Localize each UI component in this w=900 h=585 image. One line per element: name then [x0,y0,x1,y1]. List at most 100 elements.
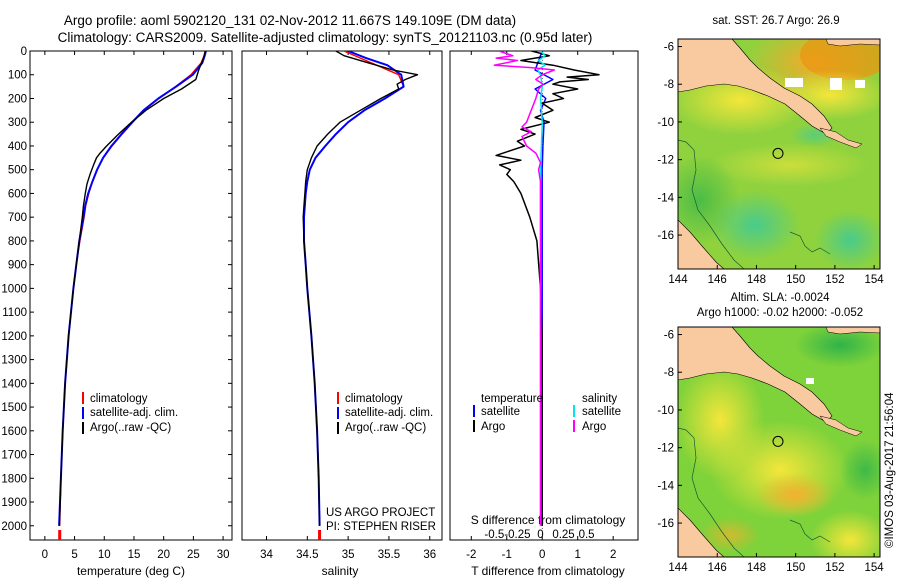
difference-xtick-label: -2 [466,549,476,561]
map-lon-label: 144 [668,274,688,286]
salinity-lines [302,51,419,540]
sla-yellow-patch [810,510,880,557]
temperature-xtick-label: 0 [42,549,48,561]
sla-missing-data [806,378,814,384]
map-lon-label: 152 [825,274,844,286]
map-lat-label: -14 [657,480,674,492]
map-lon-label: 146 [708,562,727,574]
land-islands [819,415,863,437]
temperature-xtick-label: 10 [98,549,111,561]
argo-location-marker [772,147,784,159]
temperature-xticks: 0 5 10 15 20 25 30 [42,51,229,561]
sla-map-title: Altim. SLA: -0.0024 [730,292,830,304]
legend-argo-label: Argo(..raw -QC) [345,422,426,434]
salinity-xtick-label: 36 [423,549,436,561]
difference-top-xtick-label: 0 [537,529,543,541]
difference-panel: -2 -1 0 1 2 T difference from climatology S … [449,50,639,578]
temperature-xtick-label: 15 [128,549,141,561]
difference-xtick-label: 0 [539,549,545,561]
map-lon-label: 148 [747,562,766,574]
difference-top-xtick-label: -0.25 [504,529,530,541]
map-lat-label: -12 [657,155,674,167]
depth-tick-label: 1800 [1,473,27,485]
sst-missing-data [785,78,803,87]
land-islands [825,39,880,47]
salinity-legend: climatology satellite-adj. clim. Argo(..… [337,392,433,434]
temperature-series-argo-raw-qc- [58,51,206,526]
map-lon-label: 154 [865,562,885,574]
map-lon-label: 144 [668,562,688,574]
depth-tick-label: 1700 [1,450,27,462]
difference-series-salinity-argo [493,51,556,526]
land-islands [819,127,863,149]
depth-tick-label: 1000 [1,283,27,295]
difference-top-xlabel: S difference from climatology [471,513,626,527]
land-australia [678,219,725,269]
depth-tick-label: 900 [8,260,27,272]
imos-credit: ©IMOS 03-Aug-2017 21:56:04 [884,392,896,548]
sst-map: sat. SST: 26.7 Argo: 26.9 144 146 148 150 15 [657,15,884,286]
sla-map-subtitle: Argo h1000: -0.02 h2000: -0.052 [697,307,863,319]
header-title: Argo profile: aoml 5902120_131 02-Nov-20… [64,13,516,28]
salinity-xtick-label: 35.5 [378,549,400,561]
map-lat-label: -6 [664,42,674,54]
depth-tick-label: 0 [21,46,27,58]
sla-map-frame [677,326,881,558]
depth-tick-label: 800 [8,236,27,248]
reef-contour [678,139,745,269]
reef-contour [678,427,745,557]
legend-satellite-label: satellite-adj. clim. [345,407,433,419]
salinity-xticks: 34 34.5 35 35.5 36 [260,51,436,561]
map-lon-label: 150 [786,274,805,286]
map-lat-label: -16 [657,230,674,242]
map-lon-label: 148 [747,274,766,286]
depth-tick-label: 1600 [1,426,27,438]
temperature-legend: climatology satellite-adj. clim. Argo(..… [82,392,178,434]
legend-salinity-title: salinity [582,393,617,405]
temperature-xtick-label: 25 [187,549,200,561]
pi-annotation: PI: STEPHEN RISER [326,521,436,533]
sst-map-ticks: 144 146 148 150 152 154 -6 -8 -10 -12 -14 -16 [657,42,884,286]
difference-series-temperature-argo [495,51,600,526]
sla-orange-patch [700,517,760,553]
depth-tick-label: 700 [8,212,27,224]
sst-missing-data [855,80,865,88]
temperature-frame [29,50,233,541]
sla-map-ticks: 144 146 148 150 152 154 -6 -8 -10 -12 -14 -16 [657,330,884,574]
salinity-series-argo-raw-qc- [302,51,419,526]
header-subtitle: Climatology: CARS2009. Satellite-adjuste… [58,30,593,45]
map-lat-label: -10 [657,117,674,129]
salinity-xtick-label: 35 [342,549,355,561]
map-lat-label: -8 [664,79,674,91]
difference-legend: temperature salinity satellite satellite… [473,393,621,433]
sst-cool-patch [710,190,800,260]
legend-sal-argo-label: Argo [582,421,606,433]
depth-tick-label: 300 [8,117,27,129]
map-lat-label: -10 [657,405,674,417]
map-lat-label: -8 [664,367,674,379]
salinity-frame [241,50,443,541]
depth-tick-label: 1900 [1,497,27,509]
difference-top-xtick-label: 0.5 [579,529,595,541]
argo-location-marker [772,435,784,447]
sst-map-title: sat. SST: 26.7 Argo: 26.9 [712,15,839,27]
depth-tick-label: 200 [8,93,27,105]
sla-green-patch [795,327,880,367]
salinity-xtick-label: 34 [260,549,273,561]
salinity-xlabel: salinity [322,564,359,578]
salinity-xtick-label: 34.5 [296,549,318,561]
legend-argo-label: Argo(..raw -QC) [90,422,171,434]
temperature-xlabel: temperature (deg C) [77,564,185,578]
map-lon-label: 146 [708,274,727,286]
map-lat-label: -14 [657,192,674,204]
legend-temperature-title: temperature [481,393,543,405]
depth-tick-label: 1300 [1,355,27,367]
temperature-xtick-label: 20 [157,549,170,561]
sla-green-patch [840,440,880,500]
map-lat-label: -16 [657,518,674,530]
temperature-lines [58,51,207,540]
map-lat-label: -6 [664,330,674,342]
difference-xtick-label: 2 [610,549,616,561]
project-annotation: US ARGO PROJECT [326,507,435,519]
